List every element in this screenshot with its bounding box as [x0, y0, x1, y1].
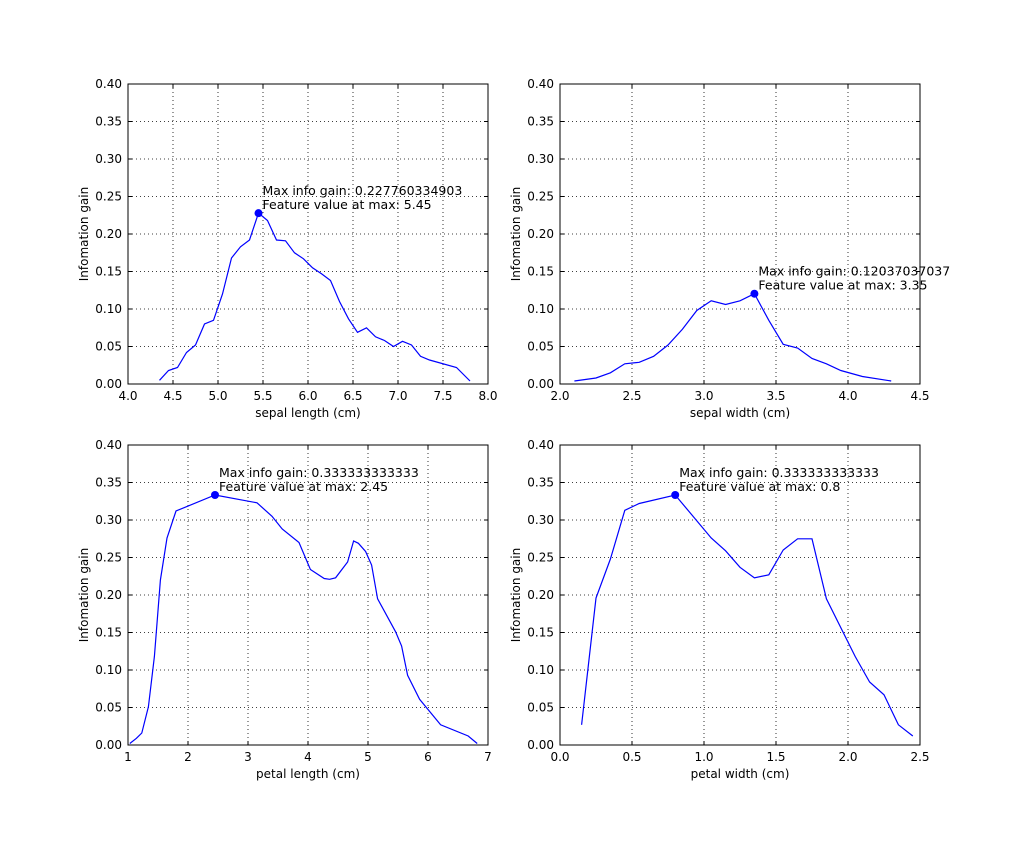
x-tick-label: 8.0 — [478, 389, 497, 403]
y-tick-label: 0.05 — [527, 340, 554, 354]
x-tick-label: 2.5 — [622, 389, 641, 403]
info-gain-line — [159, 211, 471, 382]
feature-value-annotation: Feature value at max: 2.45 — [219, 479, 388, 494]
subplot-1: 4.0 4.5 5.0 5.5 6.0 6.5 7.0 7.5 8.0 0.00 0.05 0.10 0… — [77, 77, 498, 420]
axes-frame — [559, 83, 921, 385]
y-tick-label: 0.35 — [95, 115, 122, 129]
x-tick-label: 3.0 — [694, 389, 713, 403]
subplot-4: 0.0 0.5 1.0 1.5 2.0 2.5 0.00 0.05 0.10 0.15 0.20 0.… — [509, 438, 930, 781]
y-tick-label: 0.40 — [527, 438, 554, 452]
y-tick-label: 0.00 — [527, 738, 554, 752]
x-tick-label: 1.0 — [694, 750, 713, 764]
x-axis-label: sepal width (cm) — [690, 406, 790, 420]
y-tick-label: 0.35 — [527, 476, 554, 490]
max-point-marker — [254, 209, 263, 218]
x-tick-label: 2.0 — [838, 750, 857, 764]
y-tick-label: 0.10 — [95, 663, 122, 677]
y-tick-label: 0.10 — [527, 663, 554, 677]
y-axis-label: Infomation gain — [77, 548, 91, 642]
y-tick-label: 0.05 — [527, 701, 554, 715]
x-tick-label: 0.0 — [550, 750, 569, 764]
max-point-marker — [750, 289, 759, 298]
x-tick-label: 5 — [364, 750, 372, 764]
info-gain-line — [574, 292, 892, 382]
y-tick-label: 0.40 — [95, 438, 122, 452]
y-axis-label: Infomation gain — [509, 548, 523, 642]
y-tick-label: 0.25 — [527, 551, 554, 565]
max-point-marker — [211, 491, 219, 499]
info-gain-line — [581, 494, 914, 737]
max-info-gain-annotation: Max info gain: 0.12037037037 — [758, 264, 950, 279]
y-tick-label: 0.10 — [527, 302, 554, 316]
y-tick-label: 0.00 — [95, 377, 122, 391]
x-tick-label: 5.5 — [253, 389, 272, 403]
axes-frame — [127, 83, 489, 385]
x-axis-label: petal length (cm) — [256, 767, 360, 781]
x-tick-label: 4.0 — [838, 389, 857, 403]
feature-value-annotation: Feature value at max: 5.45 — [263, 197, 432, 212]
axes-frame — [559, 444, 921, 746]
y-tick-label: 0.35 — [527, 115, 554, 129]
x-tick-label: 6 — [424, 750, 432, 764]
max-point-marker — [671, 491, 680, 499]
feature-value-annotation: Feature value at max: 3.35 — [758, 278, 927, 293]
y-tick-label: 0.15 — [527, 265, 554, 279]
x-tick-label: 2 — [184, 750, 192, 764]
y-axis-label: Infomation gain — [77, 187, 91, 281]
y-tick-label: 0.20 — [527, 588, 554, 602]
y-tick-label: 0.05 — [95, 340, 122, 354]
y-tick-label: 0.35 — [95, 476, 122, 490]
y-tick-label: 0.40 — [527, 77, 554, 91]
y-tick-label: 0.15 — [527, 626, 554, 640]
subplot-2: 2.0 2.5 3.0 3.5 4.0 4.5 0.00 0.05 0.10 0.15 0.20 0.… — [509, 77, 950, 420]
x-axis-label: sepal length (cm) — [255, 406, 360, 420]
y-tick-label: 0.30 — [95, 152, 122, 166]
y-tick-label: 0.20 — [527, 227, 554, 241]
x-axis-label: petal width (cm) — [691, 767, 790, 781]
max-info-gain-annotation: Max info gain: 0.333333333333 — [219, 465, 419, 480]
y-tick-label: 0.30 — [95, 513, 122, 527]
x-tick-label: 3.5 — [766, 389, 785, 403]
feature-value-annotation: Feature value at max: 0.8 — [679, 479, 840, 494]
x-tick-label: 1 — [124, 750, 132, 764]
y-tick-label: 0.15 — [95, 265, 122, 279]
x-tick-label: 7 — [484, 750, 492, 764]
y-axis-label: Infomation gain — [509, 187, 523, 281]
x-tick-label: 4 — [304, 750, 312, 764]
x-tick-label: 2.0 — [550, 389, 569, 403]
subplot-3: 1 2 3 4 5 6 7 0.00 0.05 0.10 0.15 0.20 0.25 0.30 0.35 0… — [77, 438, 492, 781]
y-tick-label: 0.10 — [95, 302, 122, 316]
info-gain-line — [129, 494, 478, 744]
x-tick-label: 1.5 — [766, 750, 785, 764]
x-tick-label: 7.5 — [433, 389, 452, 403]
y-tick-label: 0.30 — [527, 513, 554, 527]
x-tick-label: 7.0 — [388, 389, 407, 403]
y-tick-label: 0.00 — [95, 738, 122, 752]
y-tick-label: 0.05 — [95, 701, 122, 715]
x-tick-label: 4.0 — [118, 389, 137, 403]
y-tick-label: 0.25 — [95, 551, 122, 565]
y-tick-label: 0.30 — [527, 152, 554, 166]
y-tick-label: 0.00 — [527, 377, 554, 391]
x-tick-label: 6.0 — [298, 389, 317, 403]
y-tick-label: 0.15 — [95, 626, 122, 640]
x-tick-label: 0.5 — [622, 750, 641, 764]
max-info-gain-annotation: Max info gain: 0.333333333333 — [679, 465, 879, 480]
x-tick-label: 4.5 — [910, 389, 929, 403]
y-tick-label: 0.20 — [95, 227, 122, 241]
y-tick-label: 0.25 — [527, 190, 554, 204]
x-tick-label: 6.5 — [343, 389, 362, 403]
axes-frame — [127, 444, 489, 746]
x-tick-label: 2.5 — [910, 750, 929, 764]
x-tick-label: 5.0 — [208, 389, 227, 403]
y-tick-label: 0.25 — [95, 190, 122, 204]
x-tick-label: 3 — [244, 750, 252, 764]
x-tick-label: 4.5 — [163, 389, 182, 403]
y-tick-label: 0.20 — [95, 588, 122, 602]
y-tick-label: 0.40 — [95, 77, 122, 91]
max-info-gain-annotation: Max info gain: 0.227760334903 — [263, 183, 463, 198]
